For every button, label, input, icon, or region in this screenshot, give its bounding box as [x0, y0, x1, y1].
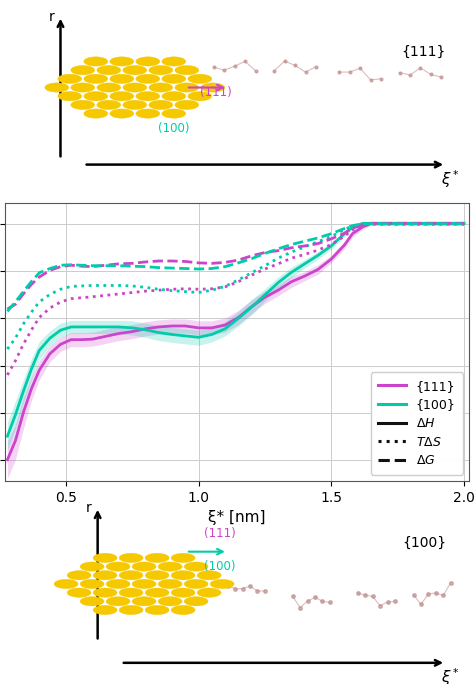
Circle shape [145, 553, 169, 562]
Circle shape [58, 74, 82, 83]
Text: r: r [48, 10, 54, 25]
Circle shape [93, 605, 117, 615]
Circle shape [132, 579, 156, 588]
Text: {100}: {100} [402, 536, 446, 550]
Circle shape [162, 109, 186, 118]
Circle shape [80, 579, 104, 588]
Text: {111}: {111} [401, 44, 446, 59]
Circle shape [175, 83, 199, 92]
Circle shape [188, 74, 212, 83]
Circle shape [71, 101, 95, 109]
Circle shape [93, 588, 117, 597]
Circle shape [58, 92, 82, 101]
Circle shape [145, 570, 169, 580]
Circle shape [171, 605, 195, 615]
Circle shape [110, 92, 134, 101]
Circle shape [145, 588, 169, 597]
Circle shape [67, 570, 91, 580]
Circle shape [93, 570, 117, 580]
Text: (100): (100) [158, 122, 190, 135]
Circle shape [97, 83, 121, 92]
Circle shape [136, 74, 160, 83]
Circle shape [54, 579, 78, 588]
Circle shape [184, 579, 208, 588]
Circle shape [158, 596, 182, 606]
Text: r: r [85, 501, 91, 516]
Circle shape [210, 579, 234, 588]
Circle shape [184, 562, 208, 571]
Circle shape [106, 562, 130, 571]
Circle shape [201, 83, 225, 92]
Circle shape [158, 562, 182, 571]
Text: $\xi^*$: $\xi^*$ [441, 666, 460, 684]
Circle shape [162, 74, 186, 83]
Circle shape [93, 553, 117, 562]
Circle shape [136, 57, 160, 66]
Text: (111): (111) [204, 527, 236, 540]
Circle shape [136, 92, 160, 101]
X-axis label: ξ* [nm]: ξ* [nm] [208, 510, 266, 525]
Circle shape [149, 101, 173, 109]
Circle shape [171, 553, 195, 562]
Circle shape [84, 57, 108, 66]
Circle shape [136, 109, 160, 118]
Circle shape [132, 596, 156, 606]
Circle shape [162, 92, 186, 101]
Circle shape [149, 66, 173, 75]
Circle shape [110, 74, 134, 83]
Circle shape [97, 66, 121, 75]
Circle shape [67, 588, 91, 597]
Circle shape [97, 101, 121, 109]
Circle shape [110, 109, 134, 118]
Circle shape [197, 588, 221, 597]
Circle shape [123, 83, 147, 92]
Circle shape [123, 101, 147, 109]
Circle shape [80, 562, 104, 571]
Circle shape [71, 66, 95, 75]
Circle shape [84, 74, 108, 83]
Circle shape [188, 92, 212, 101]
Circle shape [119, 570, 143, 580]
Circle shape [84, 109, 108, 118]
Circle shape [175, 66, 199, 75]
Text: $\xi^*$: $\xi^*$ [441, 168, 460, 190]
Circle shape [171, 588, 195, 597]
Circle shape [106, 596, 130, 606]
Circle shape [149, 83, 173, 92]
Circle shape [132, 562, 156, 571]
Circle shape [119, 605, 143, 615]
Text: (111): (111) [200, 86, 232, 99]
Circle shape [110, 57, 134, 66]
Circle shape [119, 588, 143, 597]
Circle shape [123, 66, 147, 75]
Text: (100): (100) [204, 560, 236, 573]
Legend: {111}, {100}, $\Delta H$, $T\Delta S$, $\Delta G$: {111}, {100}, $\Delta H$, $T\Delta S$, $… [371, 372, 463, 475]
Circle shape [106, 579, 130, 588]
Circle shape [158, 579, 182, 588]
Circle shape [175, 101, 199, 109]
Circle shape [119, 553, 143, 562]
Circle shape [71, 83, 95, 92]
Circle shape [80, 596, 104, 606]
Circle shape [145, 605, 169, 615]
Circle shape [162, 57, 186, 66]
Circle shape [45, 83, 69, 92]
Circle shape [197, 570, 221, 580]
Circle shape [84, 92, 108, 101]
Circle shape [171, 570, 195, 580]
Circle shape [184, 596, 208, 606]
